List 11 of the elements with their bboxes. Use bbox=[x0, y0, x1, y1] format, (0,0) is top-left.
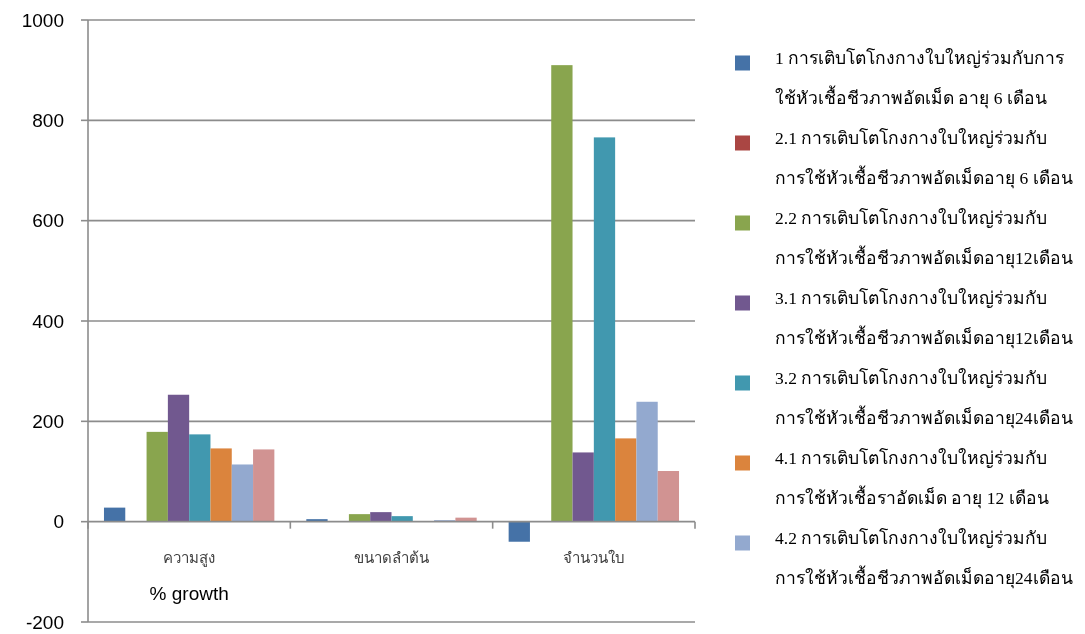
x-tick-label: ขนาดลำต้น bbox=[354, 549, 429, 567]
y-tick-label: -200 bbox=[25, 611, 64, 633]
y-tick-label: 0 bbox=[53, 511, 64, 533]
y-tick-label: 400 bbox=[32, 310, 64, 332]
y-tick-label: 1000 bbox=[21, 9, 64, 31]
y-tick-label: 600 bbox=[32, 210, 64, 232]
x-tick-label: จำนวนใบ bbox=[562, 549, 625, 567]
x-tick-label: ความสูง bbox=[163, 549, 216, 568]
y-tick-label: 200 bbox=[32, 410, 64, 432]
y-tick-label: 800 bbox=[32, 109, 64, 131]
annotation: % growth bbox=[149, 583, 229, 605]
